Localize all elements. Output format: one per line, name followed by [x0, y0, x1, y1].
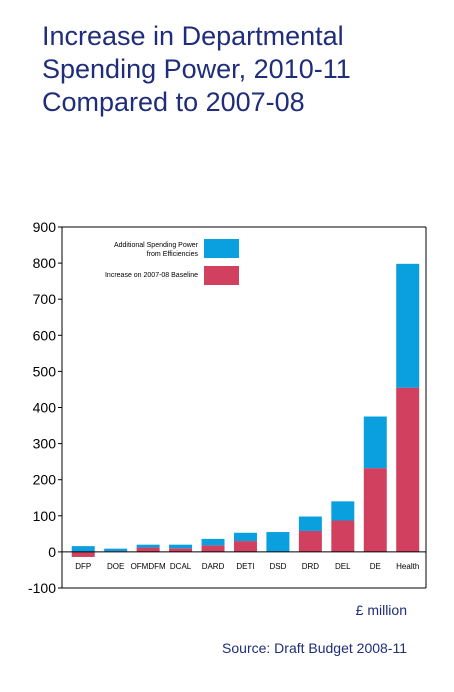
y-tick-label: 300	[33, 436, 57, 452]
bar-segment	[363, 468, 387, 552]
chart-title-line: Spending Power, 2010-11	[42, 54, 351, 84]
x-category-label: DOE	[107, 562, 124, 571]
bar-segment	[266, 532, 290, 552]
x-category-label: OFMDFM	[131, 562, 166, 571]
bar-segment	[136, 544, 160, 548]
source-note: Source: Draft Budget 2008-11	[222, 640, 407, 656]
bar-segment	[104, 548, 128, 552]
y-tick-label: 400	[33, 400, 57, 416]
bar-segment	[298, 516, 322, 531]
y-tick-label: -100	[28, 580, 56, 596]
x-category-label: DEL	[335, 562, 351, 571]
bar-segment	[396, 263, 420, 388]
bar-segment	[201, 545, 225, 552]
y-tick-label: 700	[33, 291, 57, 307]
x-category-label: DRD	[302, 562, 320, 571]
x-category-label: DE	[370, 562, 381, 571]
x-category-label: DSD	[269, 562, 286, 571]
chart-title: Increase in Departmental Spending Power,…	[42, 20, 442, 119]
x-category-label: DETI	[236, 562, 254, 571]
y-tick-label: 100	[33, 508, 57, 524]
legend-label: Increase on 2007-08 Baseline	[105, 272, 198, 279]
x-category-label: DARD	[202, 562, 225, 571]
chart-title-line: Compared to 2007-08	[42, 87, 305, 117]
bar-segment	[169, 548, 193, 552]
bar-segment	[71, 546, 95, 552]
bar-segment	[201, 538, 225, 546]
y-tick-label: 500	[33, 363, 57, 379]
x-category-label: DFP	[75, 562, 91, 571]
bar-segment	[331, 520, 355, 552]
y-tick-label: 0	[48, 544, 56, 560]
chart-title-line: Increase in Departmental	[42, 21, 344, 51]
bar-segment	[396, 387, 420, 552]
bar-segment	[233, 532, 257, 542]
bar-segment	[331, 501, 355, 521]
stacked-bar-chart: -100 0 100 200 300 400 500 600 700 800 900 DFP DOE OF…	[28, 219, 427, 596]
x-category-label: Health	[396, 562, 419, 571]
y-tick-label: 600	[33, 327, 57, 343]
bar-segment	[71, 551, 95, 557]
bar-segment	[233, 541, 257, 552]
bar-segment	[136, 547, 160, 552]
bar-segment	[298, 530, 322, 552]
y-tick-label: 900	[33, 219, 57, 235]
legend-label: Additional Spending Power from Efficienci…	[114, 242, 199, 258]
bar-segment	[169, 544, 193, 549]
unit-label: £ million	[355, 602, 407, 618]
legend-swatch	[204, 239, 239, 258]
legend-swatch	[204, 266, 239, 285]
x-category-label: DCAL	[170, 562, 192, 571]
y-tick-label: 800	[33, 255, 57, 271]
y-tick-label: 200	[33, 472, 57, 488]
bar-segment	[363, 416, 387, 469]
